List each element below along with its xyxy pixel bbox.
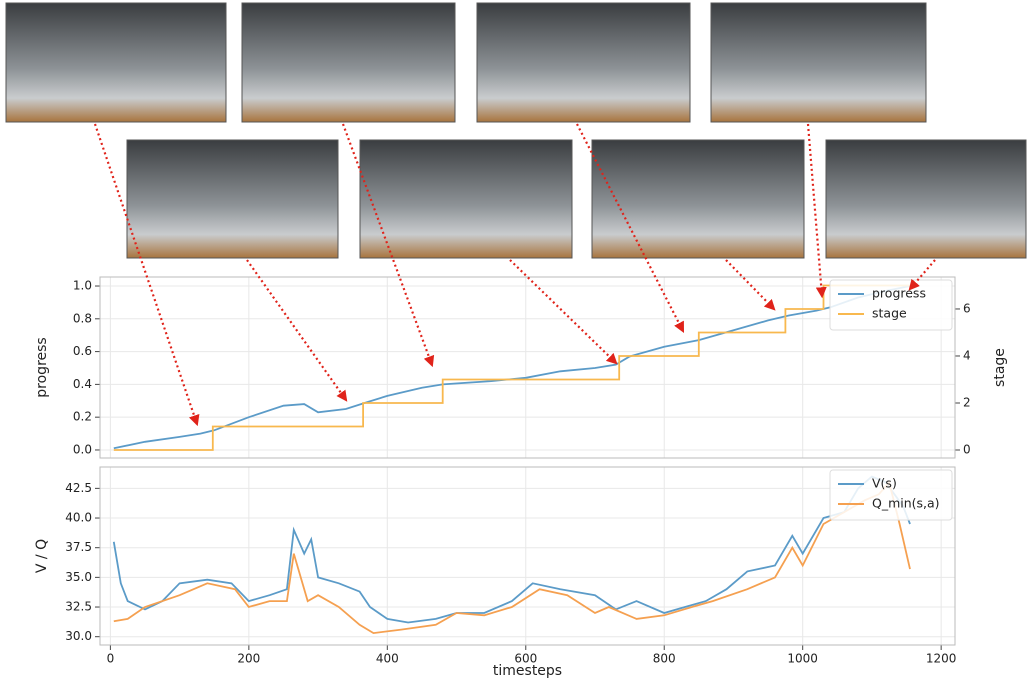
y2-tick-label: 0: [963, 443, 971, 457]
y-tick-label: 37.5: [65, 540, 92, 554]
plot-area: [100, 467, 955, 645]
photo: [592, 140, 804, 258]
photo: [127, 140, 338, 258]
legend-label: V(s): [872, 476, 897, 491]
y-tick-label: 0.0: [73, 442, 92, 456]
y-tick-label: 0.4: [73, 377, 92, 391]
photo: [826, 140, 1026, 258]
y-tick-label: 0.6: [73, 344, 92, 358]
y-tick-label: 30.0: [65, 629, 92, 643]
y-axis-label: V / Q: [34, 539, 50, 573]
y2-tick-label: 4: [963, 348, 971, 362]
photo: [711, 3, 926, 122]
y2-tick-label: 2: [963, 395, 971, 409]
arrow: [808, 124, 822, 296]
x-axis-label: timesteps: [493, 663, 562, 679]
x-tick-label: 800: [653, 652, 676, 666]
plot-area: [100, 277, 955, 458]
y2-axis-label: stage: [992, 348, 1008, 387]
photo: [360, 140, 572, 258]
y-tick-label: 1.0: [73, 279, 92, 293]
y-tick-label: 0.2: [73, 410, 92, 424]
legend-label: progress: [872, 286, 926, 301]
charts: 0.0 0.2 0.4 0.6 0.8 1.0 0 2 4 6 progress stage progr…: [34, 277, 1008, 679]
y-tick-label: 35.0: [65, 570, 92, 584]
x-tick-label: 1200: [926, 652, 957, 666]
legend-label: stage: [872, 306, 907, 321]
y2-tick-label: 6: [963, 301, 971, 315]
y-tick-label: 42.5: [65, 481, 92, 495]
y-axis-label: progress: [34, 337, 50, 397]
photos: [6, 3, 1026, 258]
y-tick-label: 0.8: [73, 311, 92, 325]
photo: [242, 3, 455, 122]
x-tick-label: 1000: [787, 652, 818, 666]
y-tick-label: 40.0: [65, 511, 92, 525]
x-tick-label: 400: [376, 652, 399, 666]
photo: [477, 3, 690, 122]
legend-label: Q_min(s,a): [872, 496, 940, 511]
photo: [6, 3, 226, 122]
y-tick-label: 32.5: [65, 600, 92, 614]
x-tick-label: 0: [107, 652, 115, 666]
figure: 0.0 0.2 0.4 0.6 0.8 1.0 0 2 4 6 progress stage progr…: [0, 0, 1028, 679]
x-tick-label: 200: [237, 652, 260, 666]
